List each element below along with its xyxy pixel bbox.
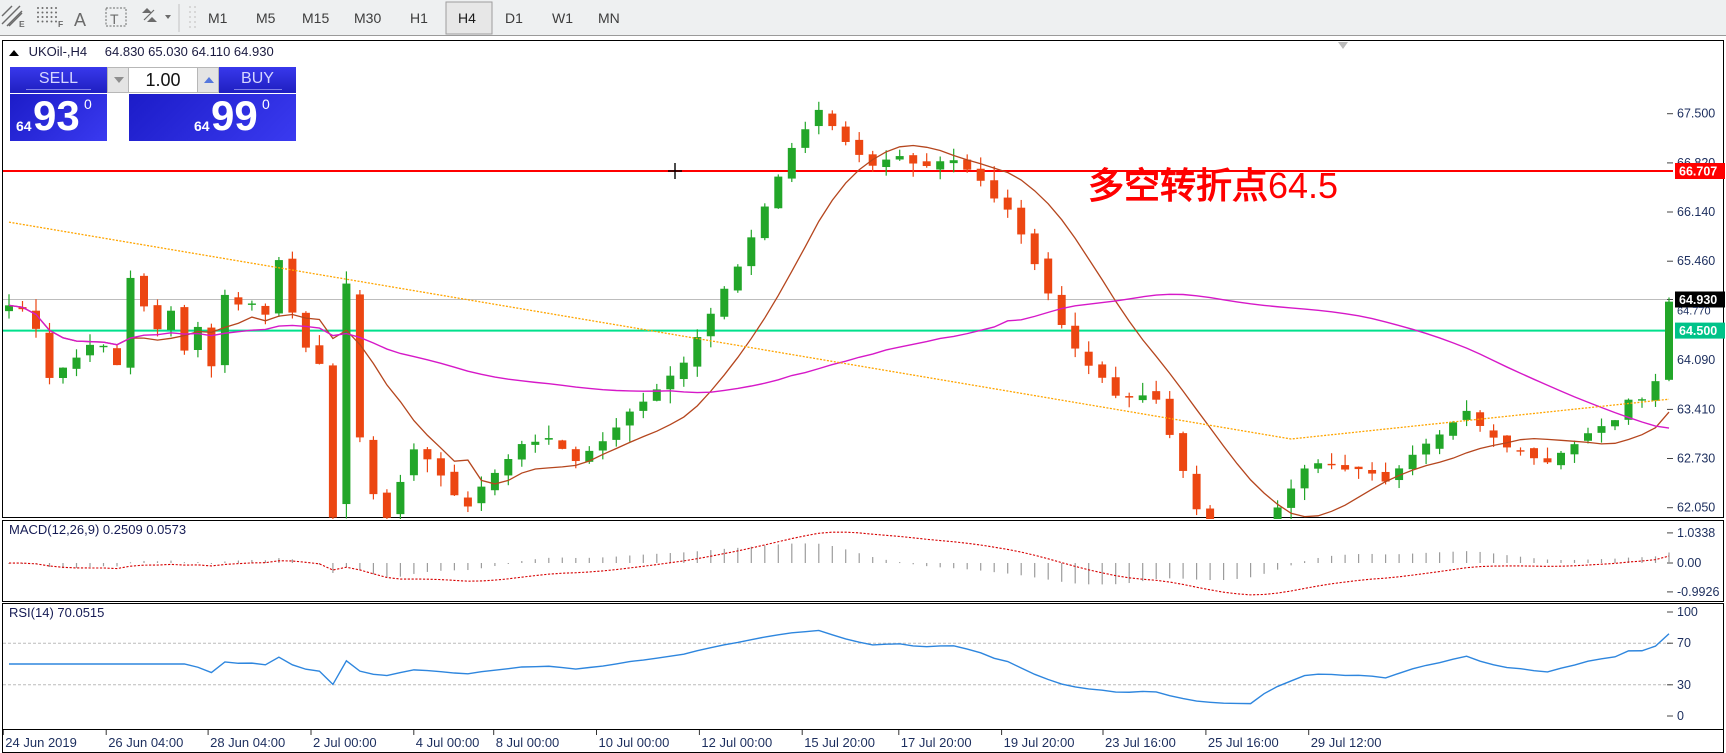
svg-text:70: 70 [1677, 636, 1691, 650]
svg-text:-0.9926: -0.9926 [1677, 585, 1719, 599]
svg-text:66.707: 66.707 [1679, 164, 1717, 178]
svg-text:12 Jul 00:00: 12 Jul 00:00 [701, 735, 772, 750]
svg-text:64.500: 64.500 [1679, 324, 1717, 338]
svg-text:64.090: 64.090 [1677, 353, 1715, 367]
svg-text:25 Jul 16:00: 25 Jul 16:00 [1208, 735, 1279, 750]
svg-text:15 Jul 20:00: 15 Jul 20:00 [804, 735, 875, 750]
svg-text:63.410: 63.410 [1677, 402, 1715, 416]
svg-text:0: 0 [1677, 709, 1684, 723]
svg-text:17 Jul 20:00: 17 Jul 20:00 [901, 735, 972, 750]
svg-text:D1: D1 [505, 10, 523, 26]
svg-text:23 Jul 16:00: 23 Jul 16:00 [1105, 735, 1176, 750]
svg-text:E: E [19, 19, 25, 29]
svg-text:30: 30 [1677, 678, 1691, 692]
svg-text:H4: H4 [458, 10, 476, 26]
svg-text:M15: M15 [302, 10, 329, 26]
svg-text:A: A [74, 10, 86, 30]
svg-text:M5: M5 [256, 10, 276, 26]
svg-text:64.770: 64.770 [1677, 306, 1711, 318]
svg-text:T: T [110, 11, 119, 27]
svg-text:100: 100 [1677, 605, 1698, 619]
svg-text:MN: MN [598, 10, 620, 26]
svg-text:26 Jun 04:00: 26 Jun 04:00 [108, 735, 183, 750]
svg-text:8 Jul 00:00: 8 Jul 00:00 [496, 735, 560, 750]
svg-text:65.460: 65.460 [1677, 254, 1715, 268]
svg-text:19 Jul 20:00: 19 Jul 20:00 [1004, 735, 1075, 750]
svg-text:1.0338: 1.0338 [1677, 526, 1715, 540]
svg-text:24 Jun 2019: 24 Jun 2019 [5, 735, 77, 750]
svg-text:29 Jul 12:00: 29 Jul 12:00 [1311, 735, 1382, 750]
svg-text:66.140: 66.140 [1677, 205, 1715, 219]
svg-text:62.050: 62.050 [1677, 501, 1715, 515]
svg-text:62.730: 62.730 [1677, 452, 1715, 466]
svg-text:M1: M1 [208, 10, 228, 26]
svg-text:M30: M30 [354, 10, 381, 26]
svg-text:W1: W1 [552, 10, 573, 26]
svg-text:4 Jul 00:00: 4 Jul 00:00 [416, 735, 480, 750]
svg-text:10 Jul 00:00: 10 Jul 00:00 [599, 735, 670, 750]
svg-text:0.00: 0.00 [1677, 556, 1701, 570]
svg-text:2 Jul 00:00: 2 Jul 00:00 [313, 735, 377, 750]
svg-text:28 Jun 04:00: 28 Jun 04:00 [210, 735, 285, 750]
svg-text:多空转折点64.5: 多空转折点64.5 [1088, 165, 1338, 206]
svg-text:H1: H1 [410, 10, 428, 26]
svg-text:F: F [58, 19, 63, 29]
svg-text:67.500: 67.500 [1677, 107, 1715, 121]
